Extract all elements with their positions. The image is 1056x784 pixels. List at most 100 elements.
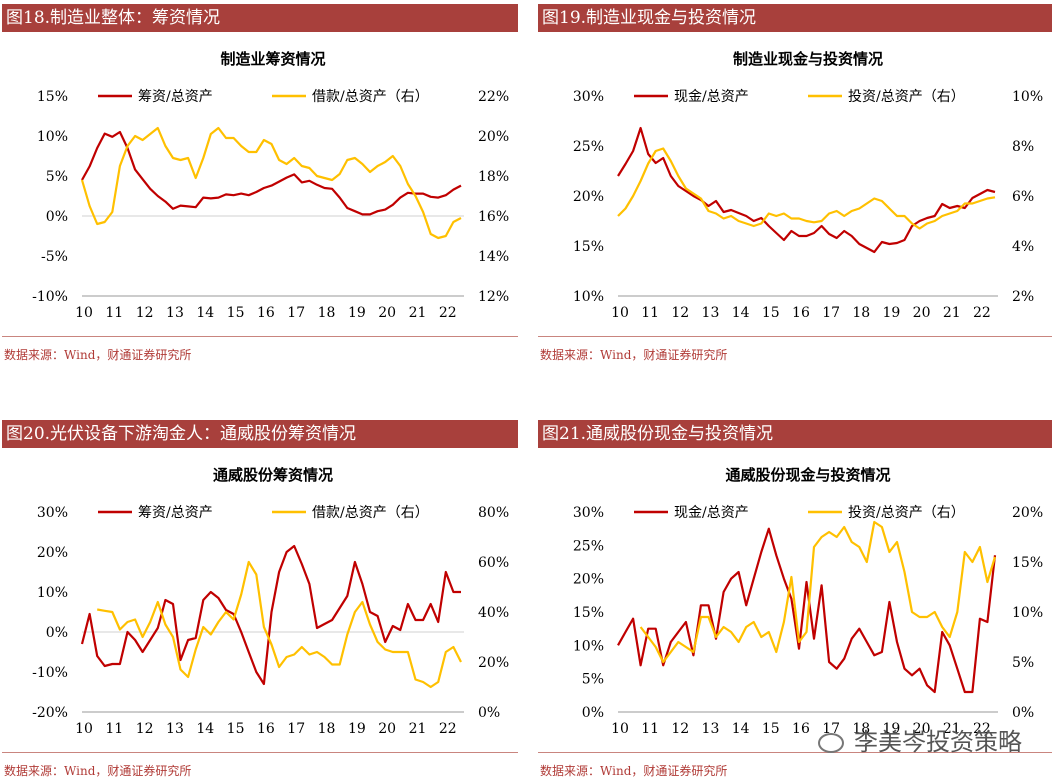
y-tick-label-left: 25% xyxy=(573,139,604,155)
x-tick-label: 21 xyxy=(943,305,961,321)
x-tick-label: 19 xyxy=(883,305,901,321)
y-tick-label-right: 60% xyxy=(478,555,509,571)
x-tick-label: 11 xyxy=(641,305,659,321)
y-tick-label-left: 10% xyxy=(37,129,68,145)
y-tick-label-left: 10% xyxy=(573,289,604,305)
chart-title: 通威股份筹资情况 xyxy=(213,466,333,484)
legend-label: 现金/总资产 xyxy=(674,505,749,521)
x-tick-label: 10 xyxy=(611,305,629,321)
x-tick-label: 16 xyxy=(792,305,810,321)
y-tick-label-left: 5% xyxy=(46,169,68,185)
series-line-right xyxy=(639,520,997,664)
legend-label: 筹资/总资产 xyxy=(138,504,213,521)
x-tick-label: 13 xyxy=(702,305,720,321)
y-tick-label-right: 20% xyxy=(478,655,509,671)
x-tick-label: 20 xyxy=(378,305,396,321)
x-tick-label: 18 xyxy=(318,721,336,737)
x-tick-label: 21 xyxy=(409,721,427,737)
y-tick-label-right: 22% xyxy=(478,89,509,105)
source-note: 数据来源：Wind，财通证券研究所 xyxy=(4,348,192,362)
y-tick-label-right: 20% xyxy=(478,129,509,145)
figure-header: 图19.制造业现金与投资情况 xyxy=(538,4,1052,32)
x-tick-label: 16 xyxy=(792,721,810,737)
chart-title: 制造业筹资情况 xyxy=(220,50,325,68)
y-tick-label-right: 0% xyxy=(478,705,500,721)
y-tick-label-right: 12% xyxy=(478,289,509,305)
x-tick-label: 18 xyxy=(852,721,870,737)
y-tick-label-left: 5% xyxy=(582,672,604,688)
x-tick-label: 15 xyxy=(762,721,780,737)
y-tick-label-left: 20% xyxy=(573,189,604,205)
legend-label: 借款/总资产（右） xyxy=(312,505,429,521)
x-tick-label: 17 xyxy=(287,721,305,737)
x-tick-label: 12 xyxy=(136,305,154,321)
y-tick-label-left: 10% xyxy=(37,585,68,601)
panel-fig18: 图18.制造业整体：筹资情况 制造业筹资情况 -10% -5% 0% 5% 10% 15% 1… xyxy=(2,4,518,384)
x-tick-label: 14 xyxy=(732,305,750,321)
y-tick-label-right: 10% xyxy=(1012,605,1043,621)
legend-label: 投资/总资产（右） xyxy=(848,505,965,521)
x-tick-label: 16 xyxy=(257,721,275,737)
x-tick-label: 18 xyxy=(318,305,336,321)
y-tick-label-right: 8% xyxy=(1012,139,1034,155)
y-tick-label-right: 40% xyxy=(478,605,509,621)
y-tick-label-right: 18% xyxy=(478,169,509,185)
watermark-text: 李美岑投资策略 xyxy=(854,728,1022,756)
y-tick-label-right: 0% xyxy=(1012,705,1034,721)
y-tick-label-left: 15% xyxy=(573,605,604,621)
figure-header: 图21.通威股份现金与投资情况 xyxy=(538,420,1052,448)
source-divider xyxy=(538,336,1052,337)
source-note: 数据来源：Wind，财通证券研究所 xyxy=(540,348,728,362)
x-tick-label: 19 xyxy=(348,721,366,737)
source-note: 数据来源：Wind，财通证券研究所 xyxy=(540,764,728,778)
y-tick-label-left: 10% xyxy=(573,638,604,654)
y-tick-label-left: -10% xyxy=(32,665,68,681)
x-tick-label: 11 xyxy=(105,305,123,321)
x-tick-label: 15 xyxy=(227,305,245,321)
y-tick-label-left: 15% xyxy=(573,239,604,255)
y-tick-label-left: 20% xyxy=(573,572,604,588)
series-line-left xyxy=(81,130,462,216)
x-tick-label: 22 xyxy=(439,721,457,737)
watermark: 李美岑投资策略 xyxy=(818,722,1022,757)
source-note: 数据来源：Wind，财通证券研究所 xyxy=(4,764,192,778)
panel-fig21: 图21.通威股份现金与投资情况 通威股份现金与投资情况 0% 5% 10% 15% 20%… xyxy=(538,420,1052,784)
x-tick-label: 11 xyxy=(641,721,659,737)
x-tick-label: 21 xyxy=(409,305,427,321)
x-tick-label: 20 xyxy=(913,305,931,321)
series-line-right xyxy=(617,147,996,230)
series-line-left xyxy=(617,527,997,694)
x-tick-label: 13 xyxy=(166,305,184,321)
x-tick-label: 12 xyxy=(136,721,154,737)
y-tick-label-left: 25% xyxy=(573,538,604,554)
legend-label: 借款/总资产（右） xyxy=(312,89,429,105)
y-tick-label-right: 15% xyxy=(1012,555,1043,571)
x-tick-label: 20 xyxy=(378,721,396,737)
source-divider xyxy=(538,752,1052,753)
y-tick-label-left: 30% xyxy=(573,89,604,105)
y-tick-label-left: -10% xyxy=(32,289,68,305)
legend-label: 现金/总资产 xyxy=(674,89,749,105)
series-line-right xyxy=(80,126,462,240)
y-tick-label-left: -20% xyxy=(32,705,68,721)
y-tick-label-right: 80% xyxy=(478,505,509,521)
y-tick-label-left: 20% xyxy=(37,545,68,561)
x-tick-label: 20 xyxy=(913,721,931,737)
y-tick-label-right: 6% xyxy=(1012,189,1034,205)
x-tick-label: 22 xyxy=(439,305,457,321)
x-tick-label: 12 xyxy=(671,305,689,321)
figure-header: 图18.制造业整体：筹资情况 xyxy=(2,4,518,32)
x-tick-label: 10 xyxy=(611,721,629,737)
x-tick-label: 10 xyxy=(75,721,93,737)
x-tick-label: 21 xyxy=(943,721,961,737)
x-tick-label: 15 xyxy=(227,721,245,737)
y-tick-label-right: 16% xyxy=(478,209,509,225)
y-tick-label-right: 2% xyxy=(1012,289,1034,305)
chart-title: 制造业现金与投资情况 xyxy=(733,50,883,68)
x-tick-label: 19 xyxy=(348,305,366,321)
x-tick-label: 13 xyxy=(166,721,184,737)
x-tick-label: 17 xyxy=(822,305,840,321)
x-tick-label: 13 xyxy=(702,721,720,737)
x-tick-label: 14 xyxy=(196,305,214,321)
x-tick-label: 14 xyxy=(196,721,214,737)
